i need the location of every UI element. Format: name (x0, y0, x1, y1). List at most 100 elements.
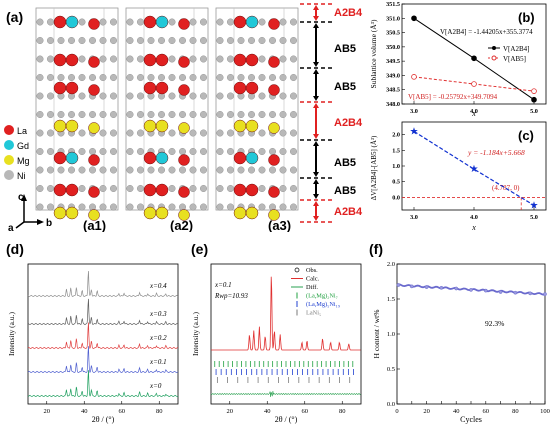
crystal-cells (35, 7, 299, 221)
diff-trace (210, 390, 361, 398)
xrd-trace-3 (27, 298, 179, 325)
x-tick-label: 3.0 (410, 214, 418, 221)
big-atom (143, 151, 157, 165)
ni-atom (290, 73, 298, 81)
ni-atom (109, 184, 117, 192)
ni-atom (189, 129, 197, 137)
ni-atom (47, 73, 55, 81)
y-axis-label-e: Intensity (a.u.) (191, 312, 200, 356)
ni-atom (178, 37, 186, 45)
element-legend: La Gd Mg Ni (4, 125, 30, 181)
ni-atom (279, 37, 287, 45)
ni-atom (269, 110, 277, 118)
ni-atom (279, 18, 287, 26)
ni-atom (109, 92, 117, 100)
series-label: x=0.3 (149, 310, 167, 318)
big-atom (88, 84, 100, 96)
ni-atom (136, 92, 144, 100)
ni-atom (226, 92, 234, 100)
xrd-traces: x=0 x=0.1 x=0.2 x=0.3 x=0.4 (27, 270, 179, 397)
ni-atom (279, 92, 287, 100)
y-tick-label: 0.0 (387, 401, 395, 408)
ni-atom (279, 184, 287, 192)
big-atom (155, 81, 169, 95)
ni-atom (168, 203, 176, 211)
layer-label: AB5 (334, 43, 356, 55)
legend-label: Calc. (306, 276, 320, 283)
x-tick-label: 60 (119, 408, 126, 415)
big-atom (65, 119, 79, 133)
y-axis-label-d: Intensity (a.u.) (7, 312, 16, 356)
ni-atom (67, 110, 75, 118)
x-axis-label-c: x (471, 223, 476, 232)
ni-atom (109, 55, 117, 63)
layer-annotations: A2B4 AB5 AB5 A2B4 AB5 AB5 A2B4 (300, 3, 363, 223)
ni-atom (168, 110, 176, 118)
big-atom (143, 119, 157, 133)
big-atom (233, 151, 247, 165)
ni-atom (36, 166, 44, 174)
ni-atom (258, 73, 266, 81)
ni-atom (178, 110, 186, 118)
ni-atom (189, 55, 197, 63)
ni-atom (258, 129, 266, 137)
big-atom (53, 151, 67, 165)
gd-atom-icon (4, 140, 14, 150)
ni-atom (126, 184, 134, 192)
big-atom (268, 186, 280, 198)
ni-atom (269, 166, 277, 174)
big-atom (65, 206, 79, 220)
ni-atom (99, 55, 107, 63)
ni-atom (109, 166, 117, 174)
ni-atom (157, 166, 165, 174)
b-arrow-head (37, 219, 44, 225)
big-atom (268, 56, 280, 68)
data-point (471, 55, 477, 62)
ni-atom (78, 37, 86, 45)
big-atom (53, 15, 67, 29)
ni-atom (136, 147, 144, 155)
big-atom (268, 122, 280, 134)
big-atom (88, 154, 100, 166)
legend-ab5: V[AB5] (503, 55, 526, 63)
legend-marker-a2b4 (492, 46, 496, 50)
ni-atom (189, 184, 197, 192)
ni-atom (78, 73, 86, 81)
ni-atom (279, 147, 287, 155)
ni-atom (99, 73, 107, 81)
arrow-head (313, 62, 319, 67)
big-atom (88, 122, 100, 134)
x-tick-label: 40 (81, 408, 88, 415)
arrow-head (313, 96, 319, 101)
ni-atom (199, 147, 207, 155)
ni-atom (226, 18, 234, 26)
legend-marker-ab5 (491, 55, 497, 61)
ni-atom (247, 37, 255, 45)
series-label: x=0.4 (149, 282, 167, 290)
series-label: x=0.2 (149, 334, 167, 342)
ni-atom (279, 110, 287, 118)
y-tick-label: 0.5 (387, 366, 395, 373)
ni-atom (126, 92, 134, 100)
series-line (413, 130, 535, 206)
y-tick-label: 349.5 (386, 58, 400, 65)
big-atom (65, 15, 79, 29)
star-marker: ★ (470, 164, 479, 175)
y-tick-label: 350.5 (386, 30, 400, 37)
axis-b-label: b (46, 218, 52, 229)
ni-atom (216, 129, 224, 137)
big-atom (268, 84, 280, 96)
star-marker: ★ (410, 126, 419, 137)
ni-atom (168, 37, 176, 45)
ni-atom (67, 166, 75, 174)
y-tick-label: 348.0 (386, 101, 400, 108)
big-atom (155, 119, 169, 133)
xrd-trace-1 (27, 346, 179, 374)
legend-label: LaNi₅ (306, 310, 321, 317)
structure-panel: (a) A2B4 AB5 AB5 A2B4 AB5 AB5 A2B4 La Gd Mg Ni… (0, 0, 368, 234)
ni-atom (189, 73, 197, 81)
ni-atom (216, 110, 224, 118)
ni-atom (57, 166, 65, 174)
arrow-head (313, 5, 319, 10)
arrow-head (313, 23, 319, 28)
